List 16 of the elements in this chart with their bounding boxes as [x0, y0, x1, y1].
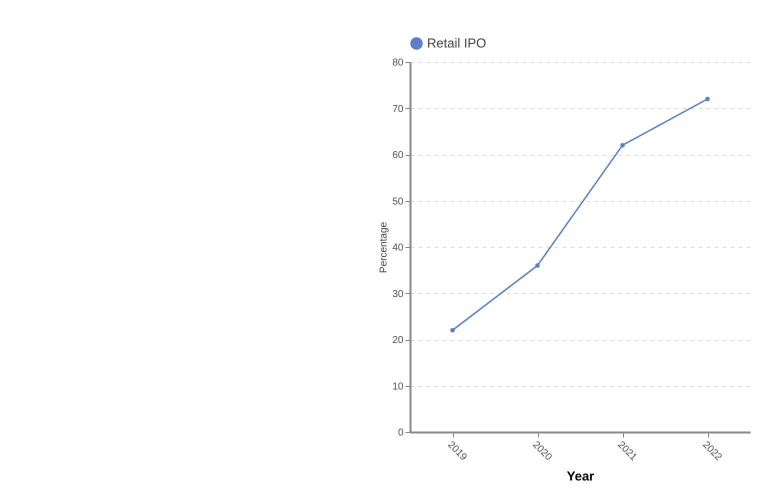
- y-tick-label: 40: [392, 242, 404, 254]
- point: [535, 263, 540, 268]
- point: [620, 143, 625, 148]
- y-tick-label: 80: [392, 58, 404, 68]
- y-axis-title: Percentage: [378, 221, 390, 274]
- y-tick-label: 30: [392, 288, 404, 300]
- point: [705, 96, 710, 102]
- y-tick-label: 10: [392, 381, 404, 392]
- y-tick-label: 20: [392, 335, 404, 346]
- y-tick-label: 0: [398, 428, 404, 438]
- point: [450, 328, 455, 332]
- y-tick-label: 70: [392, 104, 404, 115]
- y-tick-label: 50: [392, 196, 404, 208]
- x-axis-title: Year: [566, 468, 594, 484]
- legend-label: Retail IPO: [427, 36, 486, 50]
- y-tick-label: 60: [392, 150, 404, 161]
